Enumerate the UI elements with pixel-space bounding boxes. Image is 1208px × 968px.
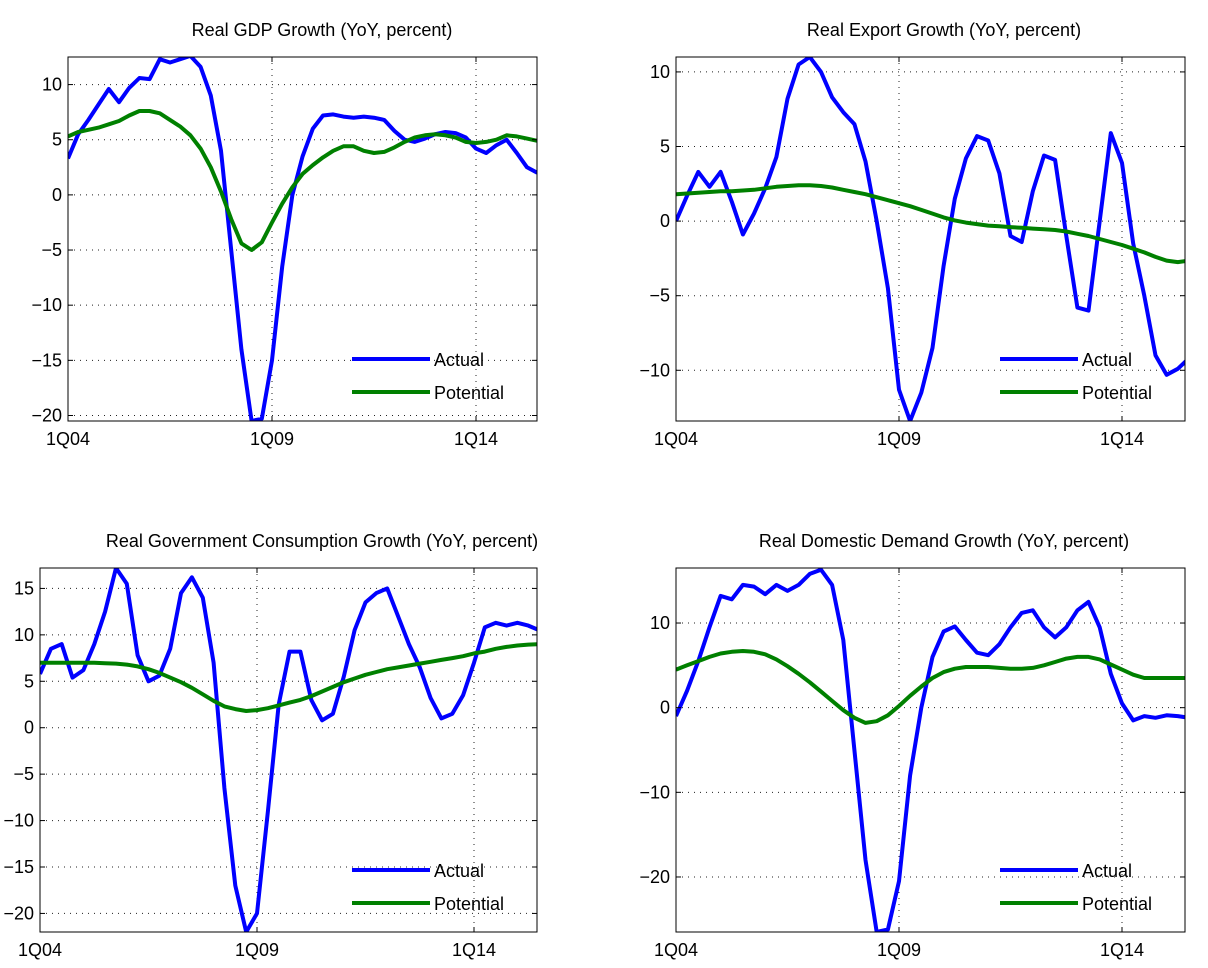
y-tick-label: −10: [31, 295, 62, 315]
y-tick-label: −20: [639, 867, 670, 887]
plot-area-border: [39, 567, 538, 933]
y-tick-label: 15: [14, 578, 34, 598]
series-line-potential: [676, 183, 1185, 265]
chart-title: Real Export Growth (YoY, percent): [807, 20, 1081, 40]
series-line-potential: [40, 642, 537, 713]
plot-area-border: [675, 56, 1186, 422]
legend-label-potential: Potential: [1082, 894, 1152, 914]
y-tick-label: −15: [31, 350, 62, 370]
series-line-potential: [676, 649, 1185, 725]
x-tick-label: 1Q09: [877, 429, 921, 449]
series-line-actual: [68, 57, 537, 421]
x-tick-label: 1Q14: [1100, 429, 1144, 449]
y-tick-label: 10: [650, 613, 670, 633]
y-tick-label: 5: [24, 671, 34, 691]
plot-area-border: [67, 56, 538, 422]
y-tick-label: −10: [639, 360, 670, 380]
x-tick-label: 1Q09: [877, 940, 921, 960]
chart-panel-3: −20 −15 −10 −5 0 5 10 15 1Q04 1Q09 1Q14 Real Govern…: [3, 531, 538, 960]
y-tick-label: −10: [3, 811, 34, 831]
y-tick-label: 10: [42, 75, 62, 95]
y-tick-label: −5: [649, 286, 670, 306]
y-tick-label: 10: [650, 62, 670, 82]
series-line-potential: [68, 109, 537, 252]
series-line-actual: [676, 57, 1185, 421]
y-tick-label: −15: [3, 857, 34, 877]
y-tick-label: 0: [660, 211, 670, 231]
y-tick-label: −20: [31, 405, 62, 425]
x-tick-label: 1Q14: [454, 429, 498, 449]
series-line-actual: [676, 568, 1185, 932]
plot-area-border: [675, 567, 1186, 933]
y-tick-label: 10: [14, 625, 34, 645]
y-tick-label: −5: [13, 764, 34, 784]
legend-label-actual: Actual: [1082, 350, 1132, 370]
y-tick-label: 0: [24, 718, 34, 738]
x-tick-label: 1Q04: [654, 429, 698, 449]
y-tick-label: 5: [660, 137, 670, 157]
y-tick-label: 0: [660, 698, 670, 718]
x-tick-label: 1Q14: [452, 940, 496, 960]
x-tick-label: 1Q04: [46, 429, 90, 449]
chart-panel-1: −20 −15 −10 −5 0 5 10 1Q04 1Q09 1Q14 Real GDP Grow…: [31, 20, 538, 449]
legend-label-actual: Actual: [434, 861, 484, 881]
x-tick-label: 1Q04: [654, 940, 698, 960]
x-tick-label: 1Q09: [235, 940, 279, 960]
chart-title: Real GDP Growth (YoY, percent): [192, 20, 453, 40]
y-tick-label: 0: [52, 185, 62, 205]
x-tick-label: 1Q09: [250, 429, 294, 449]
y-tick-label: 5: [52, 130, 62, 150]
legend-label-actual: Actual: [1082, 861, 1132, 881]
chart-title: Real Domestic Demand Growth (YoY, percen…: [759, 531, 1129, 551]
legend-label-potential: Potential: [434, 383, 504, 403]
series-line-actual: [40, 568, 537, 932]
chart-title: Real Government Consumption Growth (YoY,…: [106, 531, 538, 551]
y-tick-label: −5: [41, 240, 62, 260]
legend-label-potential: Potential: [1082, 383, 1152, 403]
x-tick-label: 1Q14: [1100, 940, 1144, 960]
legend-label-potential: Potential: [434, 894, 504, 914]
chart-panel-2: −10 −5 0 5 10 1Q04 1Q09 1Q14 Real Export Growth …: [639, 20, 1186, 449]
chart-panel-4: −20 −10 0 10 1Q04 1Q09 1Q14 Real Domestic Deman…: [639, 531, 1186, 960]
legend-label-actual: Actual: [434, 350, 484, 370]
y-tick-label: −20: [3, 903, 34, 923]
y-tick-label: −10: [639, 782, 670, 802]
x-tick-label: 1Q04: [18, 940, 62, 960]
